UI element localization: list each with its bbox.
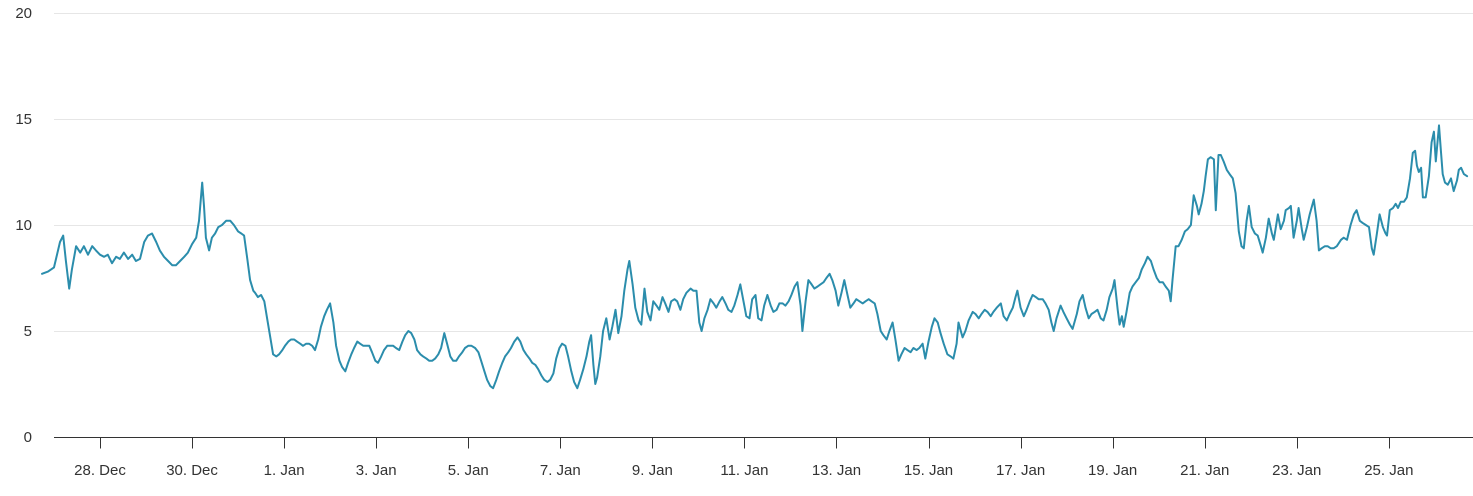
x-axis-tick-label: 15. Jan: [904, 462, 953, 479]
x-axis-tick-label: 3. Jan: [356, 462, 397, 479]
x-axis-tick-label: 19. Jan: [1088, 462, 1137, 479]
x-axis-tick-label: 1. Jan: [264, 462, 305, 479]
x-axis-tick-label: 7. Jan: [540, 462, 581, 479]
x-axis-tick-label: 21. Jan: [1180, 462, 1229, 479]
y-axis-tick-label: 0: [24, 429, 32, 446]
series-line: [41, 124, 1469, 390]
x-axis-tick-label: 28. Dec: [74, 462, 126, 479]
y-axis-tick-label: 15: [15, 111, 32, 128]
y-axis-tick-label: 5: [24, 323, 32, 340]
x-axis-tick-label: 9. Jan: [632, 462, 673, 479]
x-axis-tick-label: 30. Dec: [166, 462, 218, 479]
x-axis-tick-label: 11. Jan: [720, 462, 768, 479]
y-axis-tick-label: 20: [15, 5, 32, 22]
x-axis-tick-label: 17. Jan: [996, 462, 1045, 479]
x-axis-tick-label: 5. Jan: [448, 462, 489, 479]
x-axis-tick-label: 23. Jan: [1272, 462, 1321, 479]
y-axis-tick-label: 10: [15, 217, 32, 234]
x-axis-tick-label: 25. Jan: [1364, 462, 1413, 479]
x-axis-tick-label: 13. Jan: [812, 462, 861, 479]
